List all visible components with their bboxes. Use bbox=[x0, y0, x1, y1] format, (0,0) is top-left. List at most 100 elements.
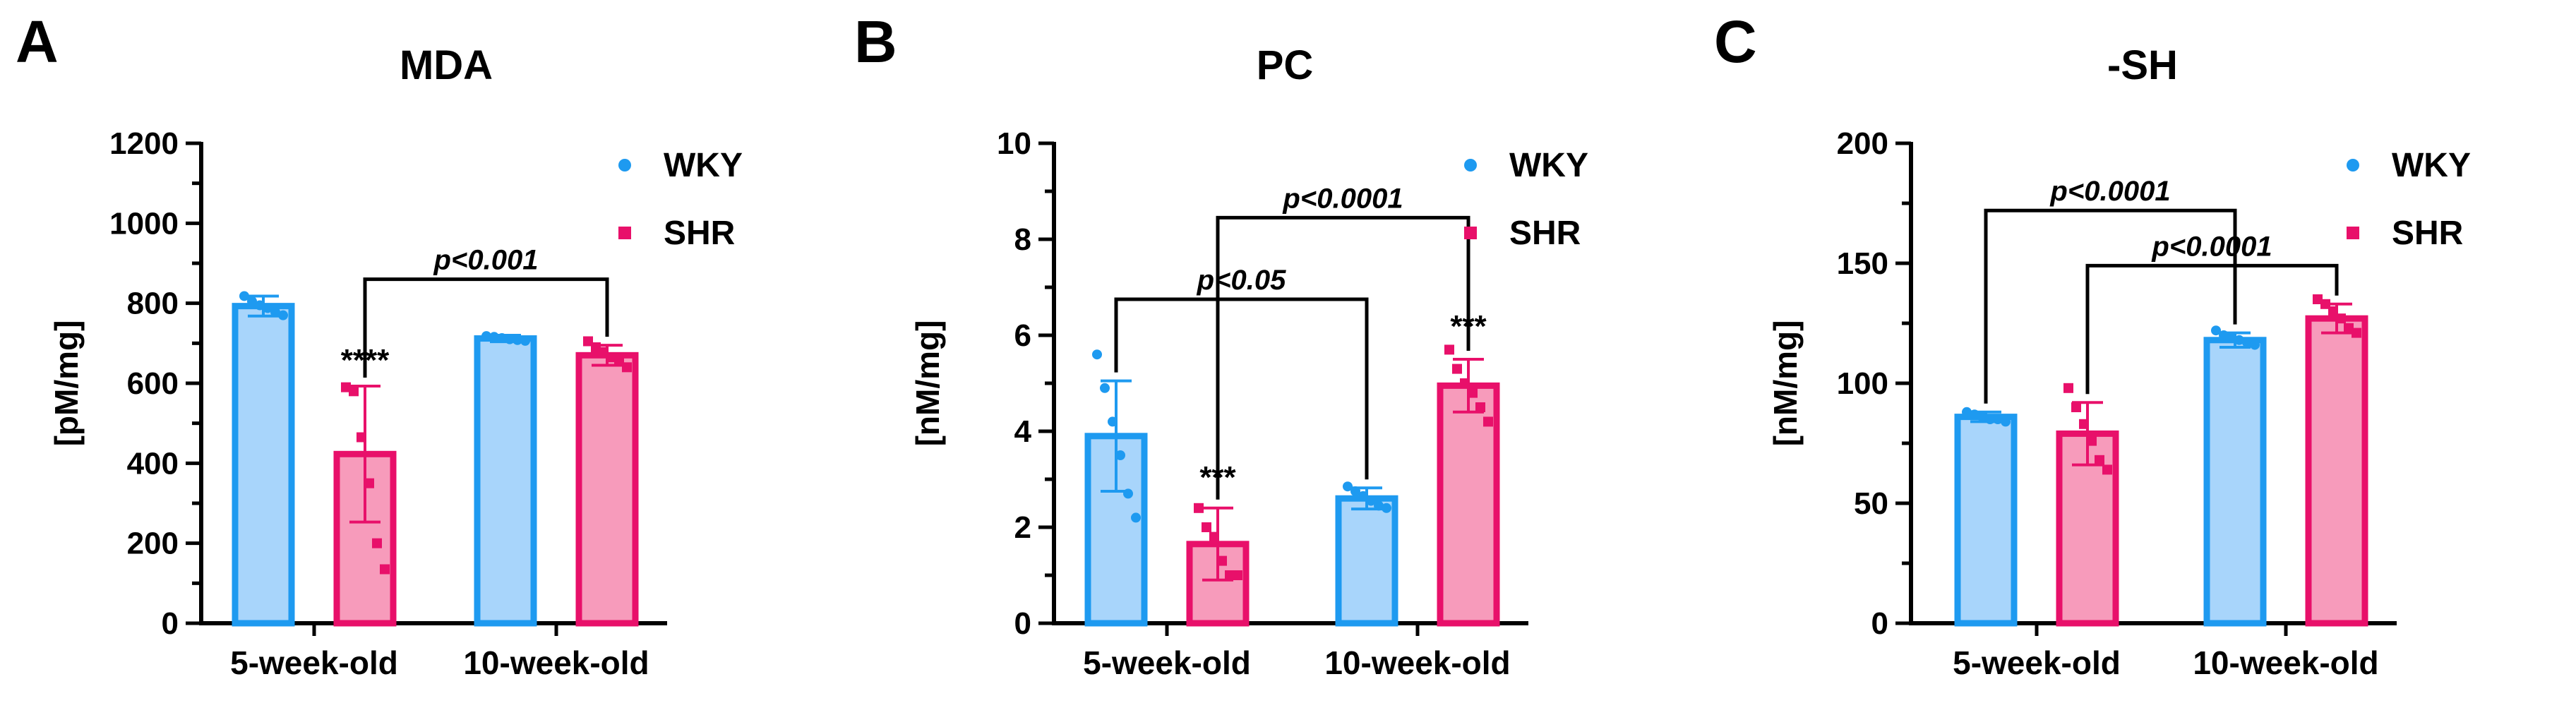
data-point-shr bbox=[1460, 378, 1470, 388]
data-point-wky bbox=[1115, 450, 1125, 460]
y-tick-label: 150 bbox=[1837, 246, 1888, 281]
data-point-shr bbox=[2328, 306, 2338, 316]
bar-wky bbox=[1335, 495, 1398, 627]
bar-shr bbox=[575, 352, 639, 627]
y-tick-label: 0 bbox=[162, 606, 179, 641]
data-point-wky bbox=[270, 307, 280, 318]
y-tick-label: 400 bbox=[127, 446, 179, 481]
data-point-shr bbox=[2336, 313, 2346, 324]
data-point-shr bbox=[614, 356, 624, 366]
data-point-shr bbox=[2063, 383, 2073, 393]
panel-letter: B bbox=[854, 8, 897, 75]
bar-shr bbox=[2305, 315, 2368, 627]
data-point-wky bbox=[1358, 491, 1368, 501]
x-category-label: 10-week-old bbox=[1324, 644, 1510, 681]
data-point-wky bbox=[2234, 335, 2244, 345]
bar-wky bbox=[1954, 414, 2018, 627]
data-point-shr bbox=[1452, 363, 1462, 374]
data-point-wky bbox=[1100, 383, 1110, 393]
data-point-wky bbox=[2250, 340, 2260, 350]
y-axis-label: [pM/mg] bbox=[48, 320, 85, 447]
data-point-wky bbox=[255, 300, 265, 311]
y-tick-label: 1200 bbox=[109, 126, 179, 161]
y-tick-label: 2 bbox=[1014, 510, 1031, 545]
significance-bracket bbox=[363, 277, 609, 378]
legend-label-wky: WKY bbox=[2392, 147, 2471, 184]
data-point-wky bbox=[1131, 512, 1141, 523]
y-tick-label: 4 bbox=[1014, 414, 1032, 449]
legend-label-shr: SHR bbox=[2392, 215, 2463, 252]
significance-stars: **** bbox=[341, 343, 390, 378]
data-point-wky bbox=[278, 310, 288, 320]
data-point-shr bbox=[2102, 464, 2112, 475]
x-category-label: 10-week-old bbox=[463, 644, 649, 681]
data-point-wky bbox=[2219, 330, 2229, 340]
data-point-wky bbox=[1382, 503, 1391, 513]
data-point-shr bbox=[2313, 294, 2323, 304]
y-tick-label: 0 bbox=[1871, 606, 1888, 641]
data-point-shr bbox=[1444, 344, 1454, 355]
y-axis-label: [nM/mg] bbox=[909, 320, 946, 447]
data-point-wky bbox=[520, 335, 530, 346]
data-point-wky bbox=[1092, 349, 1102, 360]
y-tick-label: 200 bbox=[127, 527, 179, 561]
x-category-label: 10-week-old bbox=[2193, 644, 2378, 681]
y-axis-label: [nM/mg] bbox=[1767, 320, 1804, 447]
x-category-label: 5-week-old bbox=[1953, 644, 2121, 681]
data-point-shr bbox=[1475, 402, 1485, 412]
chart-title: PC bbox=[1257, 42, 1314, 88]
data-point-wky bbox=[2001, 416, 2011, 427]
data-point-wky bbox=[1350, 486, 1360, 496]
y-tick-label: 10 bbox=[997, 126, 1031, 161]
legend-label-shr: SHR bbox=[664, 215, 735, 252]
data-point-shr bbox=[606, 352, 616, 363]
legend-marker-shr bbox=[1464, 227, 1477, 239]
data-point-shr bbox=[1202, 522, 1211, 532]
y-tick-label: 50 bbox=[1854, 486, 1888, 521]
data-point-wky bbox=[1970, 409, 1979, 420]
data-point-wky bbox=[263, 303, 272, 313]
data-point-shr bbox=[599, 347, 609, 357]
data-point-shr bbox=[2087, 435, 2097, 446]
data-point-wky bbox=[2242, 337, 2252, 348]
data-point-shr bbox=[622, 362, 632, 373]
significance-label: p<0.0001 bbox=[1282, 183, 1403, 214]
significance-label: p<0.001 bbox=[433, 245, 539, 276]
data-point-wky bbox=[1977, 411, 1987, 422]
bar-wky bbox=[2203, 337, 2267, 627]
data-point-shr bbox=[372, 538, 382, 548]
chart-title: -SH bbox=[2107, 42, 2178, 88]
significance-bracket bbox=[1984, 208, 2237, 404]
data-point-wky bbox=[2211, 325, 2221, 336]
significance-stars: *** bbox=[1450, 309, 1487, 344]
data-point-shr bbox=[2079, 419, 2089, 429]
significance-bracket bbox=[1114, 297, 1369, 480]
data-point-shr bbox=[1209, 531, 1219, 542]
data-point-shr bbox=[591, 342, 601, 352]
data-point-shr bbox=[1225, 570, 1235, 580]
legend-marker-wky bbox=[618, 159, 631, 172]
y-tick-label: 6 bbox=[1014, 318, 1031, 353]
data-point-shr bbox=[349, 386, 359, 397]
data-point-wky bbox=[513, 335, 522, 345]
data-point-shr bbox=[380, 564, 390, 575]
bar-wky bbox=[232, 303, 295, 627]
data-point-shr bbox=[1468, 387, 1478, 398]
data-point-shr bbox=[1194, 503, 1204, 513]
data-point-wky bbox=[239, 291, 249, 301]
data-point-shr bbox=[2352, 328, 2361, 338]
significance-label: p<0.0001 bbox=[2049, 176, 2170, 207]
data-point-wky bbox=[1343, 481, 1353, 492]
chart-title: MDA bbox=[400, 42, 493, 88]
y-tick-label: 1000 bbox=[109, 206, 179, 241]
data-point-wky bbox=[1366, 495, 1376, 506]
legend-marker-shr bbox=[618, 227, 631, 239]
bar-wky bbox=[474, 335, 537, 627]
data-point-shr bbox=[2071, 402, 2081, 412]
legend-label-wky: WKY bbox=[664, 147, 743, 184]
legend-marker-wky bbox=[2347, 159, 2359, 172]
chart-panel-c: C -SH [nM/mg] 0 50 100 150 200 5-week-old 10-week… bbox=[1714, 8, 2471, 681]
y-tick-label: 0 bbox=[1014, 606, 1031, 641]
data-point-wky bbox=[505, 334, 515, 344]
